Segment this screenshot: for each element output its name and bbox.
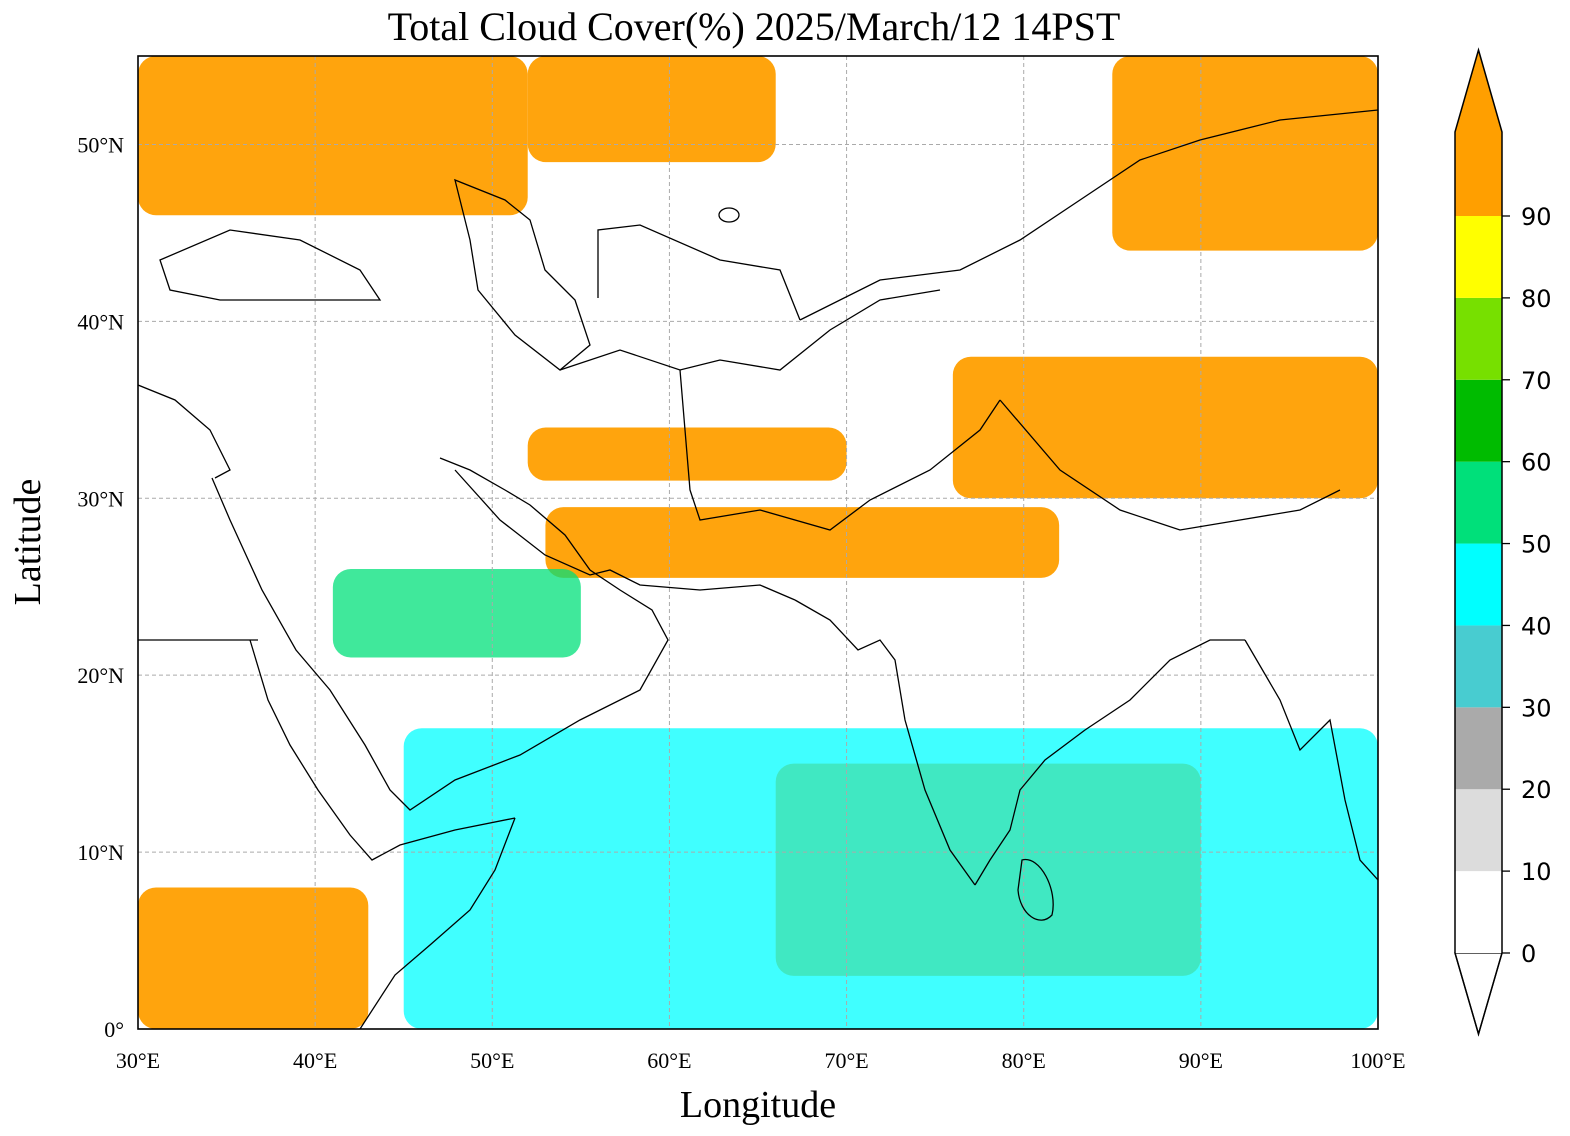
colorbar-tick-label: 60	[1521, 449, 1552, 477]
x-tick-label: 60°E	[647, 1048, 691, 1073]
colorbar-band	[1455, 216, 1502, 298]
gridlines	[138, 56, 1378, 1029]
coastlines-and-borders	[138, 109, 1378, 1029]
bay-of-bengal-east-coast	[1244, 639, 1378, 881]
y-tick-label: 0°	[104, 1017, 124, 1042]
colorbar-upper-extension	[1455, 50, 1502, 216]
border-line-2	[679, 369, 1001, 531]
horn-of-africa-coast	[359, 817, 516, 1029]
colorbar-tick-label: 0	[1521, 940, 1536, 968]
persian-gulf-coast	[454, 469, 796, 601]
cloud-cover-field	[138, 56, 1378, 1029]
cloud-region	[403, 728, 1378, 1029]
colorbar-band	[1455, 461, 1502, 544]
colorbar-tick-label: 20	[1521, 776, 1552, 804]
colorbar-band	[1455, 379, 1502, 462]
colorbar-tick-label: 50	[1521, 531, 1552, 559]
colorbar-outline	[1454, 47, 1503, 1037]
border-line-3	[999, 399, 1341, 531]
colorbar-tick-label: 30	[1521, 694, 1552, 722]
colorbar-tick-label: 70	[1521, 367, 1552, 395]
x-tick-label: 70°E	[824, 1048, 868, 1073]
colorbar-band	[1455, 707, 1502, 790]
cloud-region	[138, 56, 528, 216]
colorbar-band	[1455, 625, 1502, 708]
colorbar-band	[1455, 871, 1502, 953]
y-tick-label: 40°N	[77, 309, 124, 334]
y-tick-label: 30°N	[77, 486, 124, 511]
lake-aral	[718, 207, 740, 223]
red-sea-african-coast	[249, 639, 516, 861]
cloud-region	[1112, 56, 1378, 251]
colorbar: 0 10 20 30 40 50 60 70 80 90	[1454, 47, 1552, 1037]
y-tick-label: 10°N	[77, 840, 124, 865]
x-tick-labels: 30°E 40°E 50°E 60°E 70°E 80°E 90°E 100°E	[116, 1048, 1406, 1073]
x-tick-label: 100°E	[1350, 1048, 1405, 1073]
arabian-peninsula-coast	[211, 457, 669, 811]
caspian-sea-coast	[454, 178, 591, 371]
map-frame	[137, 55, 1379, 1030]
y-tick-label: 50°N	[77, 132, 124, 157]
cloud-region	[138, 887, 369, 1029]
x-tick-label: 80°E	[1002, 1048, 1046, 1073]
cloud-region	[332, 569, 581, 658]
black-sea-coast	[159, 229, 382, 301]
colorbar-band	[1455, 543, 1502, 626]
map-panel: 30°E 40°E 50°E 60°E 70°E 80°E 90°E 100°E 0° 10°N…	[77, 55, 1406, 1073]
x-tick-label: 40°E	[293, 1048, 337, 1073]
cloud-region	[952, 356, 1378, 499]
y-tick-label: 20°N	[77, 663, 124, 688]
x-tick-label: 90°E	[1179, 1048, 1223, 1073]
y-axis-label: Latitude	[7, 479, 49, 606]
y-tick-labels: 0° 10°N 20°N 30°N 40°N 50°N	[77, 132, 124, 1042]
colorbar-tick-label: 90	[1521, 203, 1552, 231]
colorbar-band	[1455, 789, 1502, 872]
border-line-6	[597, 224, 801, 321]
x-tick-label: 50°E	[470, 1048, 514, 1073]
colorbar-band	[1455, 297, 1502, 380]
colorbar-tick-label: 80	[1521, 285, 1552, 313]
cloud-region	[527, 56, 776, 163]
india-east-coast	[974, 639, 1245, 886]
india-west-coast	[794, 599, 976, 886]
border-line-1	[559, 289, 941, 371]
colorbar-tick-label: 40	[1521, 612, 1552, 640]
plot-title: Total Cloud Cover(%) 2025/March/12 14PST	[388, 4, 1121, 49]
cloud-region	[545, 507, 1060, 578]
mediterranean-coast	[138, 384, 231, 479]
x-tick-label: 30°E	[116, 1048, 160, 1073]
sri-lanka-coast	[1017, 859, 1054, 921]
colorbar-tick-label: 10	[1521, 858, 1552, 886]
colorbar-lower-extension	[1454, 952, 1503, 1037]
border-line-4	[799, 109, 1378, 321]
x-axis-label: Longitude	[680, 1084, 836, 1126]
